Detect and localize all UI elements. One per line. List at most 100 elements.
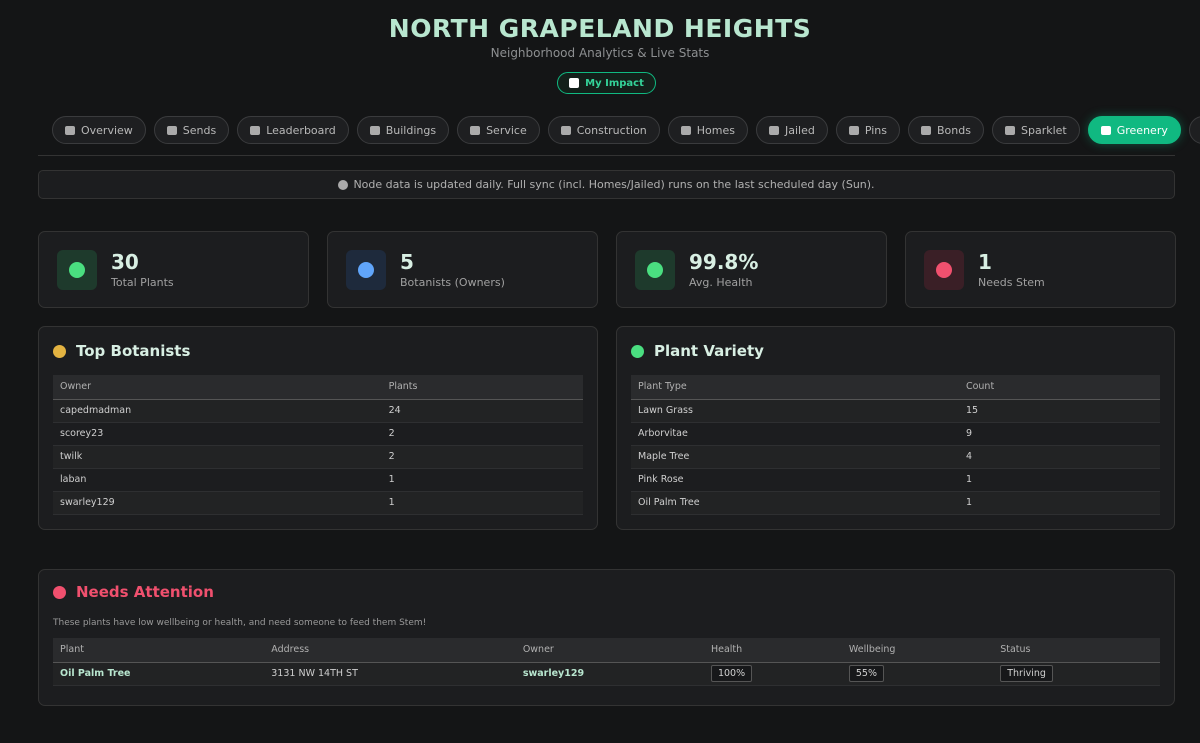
tab-label: Pins [864,123,888,137]
cell-text: 24 [388,405,401,416]
table-cell: 1 [958,468,1160,492]
info-icon [338,179,349,190]
tab-label: Homes [696,123,735,137]
tab-label: Greenery [1116,123,1168,137]
table-cell: 2 [381,445,583,469]
cell-text: Oil Palm Tree [638,497,700,508]
stat-icon [635,249,675,290]
table-cell: capedmadman [53,399,382,423]
stat-value: 1 [978,250,992,274]
data-table: Owner Plants capedmadman 24 scorey23 2 twilk 2 l… [53,375,583,515]
cell-text: twilk [60,451,83,462]
icon-glyph [358,261,374,278]
stat-text: 5 Botanists (Owners) [400,250,505,289]
cell-text: laban [60,474,87,485]
cell-text: 15 [965,405,979,416]
stat-card: 30 Total Plants [38,231,309,308]
tab-label: Construction [576,123,647,137]
cell-text: capedmadman [60,405,132,416]
tab-icon [369,125,380,135]
tab-label: Sparklet [1020,123,1067,137]
tab-label: Overview [81,123,133,137]
column-header: Owner [515,638,704,663]
tab-icon [680,125,691,135]
stat-icon [346,249,386,290]
stat-icon [924,249,964,290]
tab[interactable]: Greenery [1087,116,1181,144]
table-cell: 100% [703,662,842,686]
cell-text: 1 [965,474,973,485]
checkbox-icon [569,78,580,88]
header-row: Plant Type Count [631,375,1160,400]
cell-text: 9 [965,428,973,439]
tab-icon [470,125,481,135]
table-cell: laban [53,468,382,492]
tab-label: Buildings [385,123,437,137]
needs-attention-card: Needs Attention These plants have low wel… [38,569,1175,706]
table-cell: Maple Tree [631,445,959,469]
tab[interactable]: Buildings [356,116,450,144]
cell-text: 2 [388,451,395,462]
tab-icon [769,125,779,135]
tab[interactable]: Leaderboard [237,116,349,144]
badge: 100% [710,665,753,682]
tab[interactable]: Sparklet [991,116,1080,144]
header-row: Owner Plants [53,375,583,400]
icon-glyph [647,261,663,278]
tab-label: Leaderboard [266,123,336,137]
column-header: Health [703,638,842,663]
tab[interactable]: Bonds [908,116,984,144]
tab[interactable]: Pins [835,116,901,144]
card-title: Top Botanists [53,327,583,375]
tab[interactable]: Map [1188,116,1200,144]
stat-card: 99.8% Avg. Health [616,231,887,308]
table-row: Oil Palm Tree 3131 NW 14TH ST swarley129 10… [53,662,1160,686]
stat-text: 30 Total Plants [111,250,174,289]
tab[interactable]: Service [457,116,540,144]
badge: 55% [848,665,885,682]
column-header: Count [958,375,1160,400]
stat-value: 99.8% [689,250,759,274]
card-title-text: Needs Attention [76,583,214,601]
stat-value: 5 [400,250,414,274]
page-title: NORTH GRAPELAND HEIGHTS [388,14,812,43]
badge: Thriving [1000,665,1053,682]
cell-text: swarley129 [60,497,115,508]
column-header: Plant Type [631,375,959,400]
table-row: capedmadman 24 [53,399,583,423]
table-row: Maple Tree 4 [631,445,1160,469]
tab[interactable]: Construction [547,116,660,144]
notice-text: Node data is updated daily. Full sync (i… [353,178,875,191]
tab[interactable]: Sends [153,116,230,144]
cell-text: Lawn Grass [638,405,693,416]
card-title: Needs Attention [53,570,1160,614]
tab[interactable]: Jailed [756,116,828,144]
plant-variety-card: Plant Variety Plant Type Count Lawn Grass 15… [616,326,1175,530]
data-table: Plant Address Owner Health Wellbeing Status Oi… [53,638,1160,686]
top-botanists-card: Top Botanists Owner Plants capedmadman 24 sco… [38,326,598,530]
my-impact-button[interactable]: My Impact [557,72,656,94]
title-icon [631,344,644,358]
table-row: Arborvitae 9 [631,422,1160,446]
cell-text: 3131 NW 14TH ST [271,668,358,679]
table-cell: 4 [958,445,1160,469]
table-cell: 1 [958,491,1160,515]
tab-icon [65,125,75,135]
tab[interactable]: Overview [52,116,146,144]
cell-text: swarley129 [522,668,585,679]
table-cell: twilk [53,445,382,469]
column-header: Address [264,638,516,663]
stat-row: 30 Total Plants 5 Botanists (Owners) 99.8% Av… [38,231,1176,308]
table-row: scorey23 2 [53,422,583,446]
table-row: laban 1 [53,468,583,492]
data-table: Plant Type Count Lawn Grass 15 Arborvitae 9 Ma… [631,375,1160,515]
table-cell: swarley129 [53,491,382,515]
tab[interactable]: Homes [667,116,748,144]
tab-label: Sends [182,123,217,137]
tab-label: Bonds [937,123,971,137]
table-row: swarley129 1 [53,491,583,515]
table-cell: 9 [958,422,1160,446]
table-cell: 2 [381,422,583,446]
table-cell: Pink Rose [631,468,959,492]
